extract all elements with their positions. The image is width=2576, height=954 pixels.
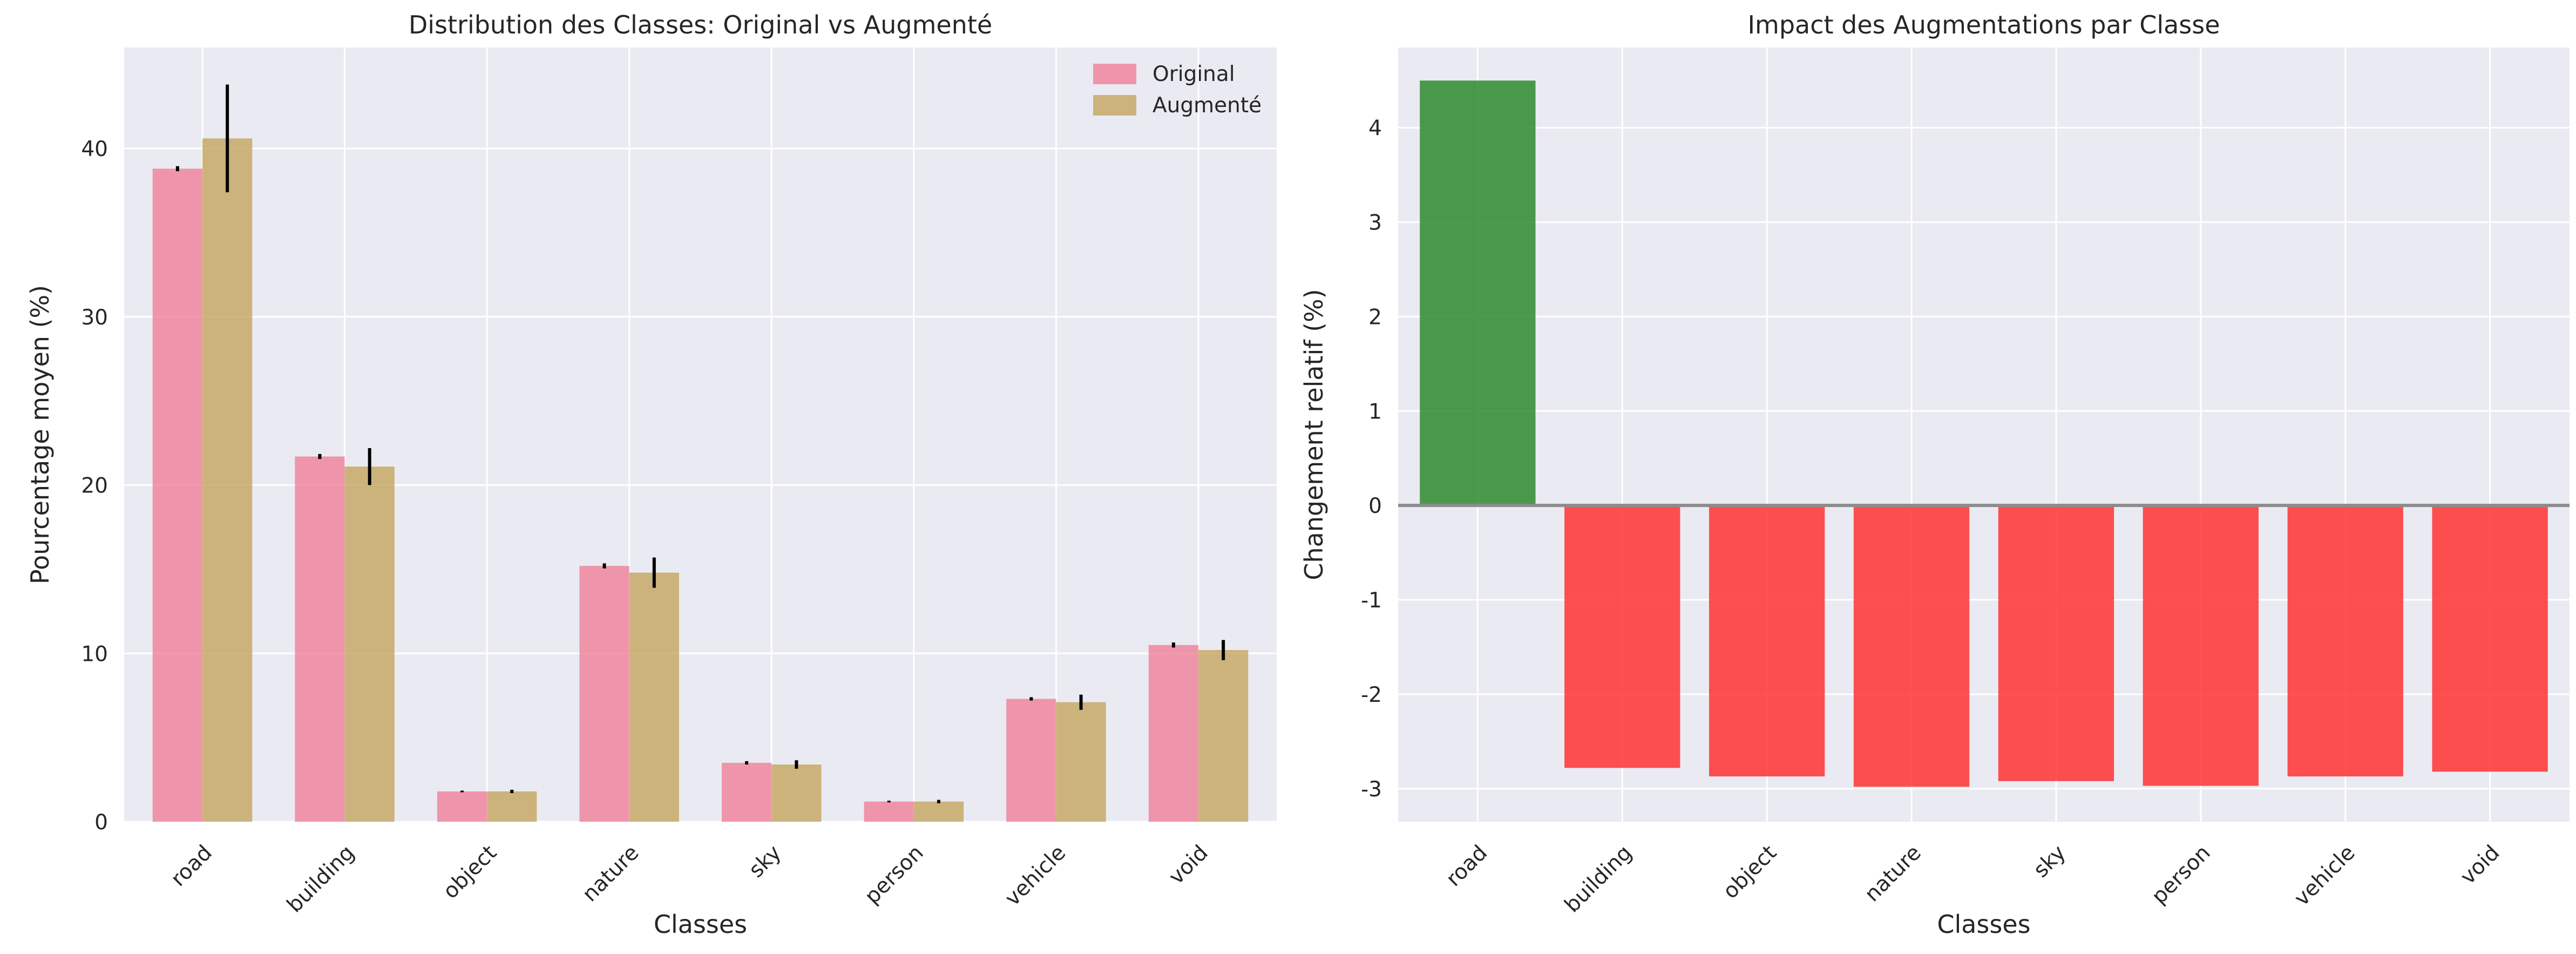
y-tick-label: -3 [1361, 777, 1382, 802]
bar-change [1420, 80, 1536, 506]
y-tick-label: -1 [1361, 588, 1382, 613]
y-tick-label: 1 [1368, 400, 1382, 424]
bar-augmente [1056, 702, 1106, 822]
x-tick-label: road [1441, 841, 1492, 891]
bar-change [1709, 505, 1825, 777]
y-tick-label: 4 [1368, 117, 1382, 141]
bar-augmente [1198, 650, 1249, 822]
bar-original [722, 762, 772, 822]
bar-augmente [344, 466, 395, 822]
y-tick-label: 40 [81, 137, 108, 161]
x-axis-label: Classes [654, 910, 747, 939]
x-tick-label: void [1164, 841, 1213, 889]
legend-swatch [1093, 64, 1136, 84]
y-tick-label: -2 [1361, 683, 1382, 707]
y-tick-label: 3 [1368, 211, 1382, 235]
legend-label: Original [1153, 62, 1235, 86]
x-tick-label: object [1718, 841, 1781, 904]
bar-original [864, 801, 914, 822]
bar-original [579, 566, 629, 822]
bar-original [437, 791, 487, 822]
x-tick-label: sky [744, 841, 786, 882]
y-tick-label: 0 [94, 810, 108, 835]
y-axis-label: Changement relatif (%) [1299, 289, 1328, 580]
legend-label: Augmenté [1153, 93, 1262, 118]
bar-change [2432, 505, 2548, 772]
x-tick-label: sky [2029, 841, 2070, 882]
x-tick-label: nature [1860, 841, 1926, 906]
bar-augmente [487, 791, 537, 822]
bar-original [152, 168, 202, 822]
bar-change [1564, 505, 1680, 768]
bar-change [1853, 505, 1970, 787]
x-tick-label: void [2456, 841, 2504, 889]
x-tick-label: person [2147, 841, 2215, 909]
bar-original [295, 456, 345, 822]
bar-augmente [202, 138, 253, 822]
x-tick-label: building [1560, 841, 1637, 917]
x-tick-label: object [438, 841, 501, 904]
legend-swatch [1093, 95, 1136, 116]
x-tick-label: road [166, 841, 217, 891]
bar-original [1006, 699, 1056, 822]
x-axis-label: Classes [1937, 910, 2030, 939]
bar-change [1998, 505, 2114, 781]
x-tick-label: nature [578, 841, 643, 906]
y-axis-label: Pourcentage moyen (%) [25, 285, 55, 584]
y-tick-label: 10 [81, 642, 108, 666]
y-tick-label: 2 [1368, 305, 1382, 329]
chart-title: Impact des Augmentations par Classe [1747, 10, 2220, 39]
bar-original [1148, 645, 1199, 822]
x-tick-label: person [860, 841, 928, 909]
bar-change [2143, 505, 2259, 786]
y-tick-label: 0 [1368, 494, 1382, 518]
bar-augmente [771, 764, 822, 822]
x-tick-label: vehicle [1000, 841, 1070, 911]
x-tick-label: building [282, 841, 359, 917]
chart-title: Distribution des Classes: Original vs Au… [409, 10, 992, 39]
bar-change [2287, 505, 2403, 777]
x-tick-label: vehicle [2290, 841, 2360, 911]
bar-augmente [913, 801, 964, 822]
impact-panel: -3 -2 -1 0 1 2 3 4 road building object nature sky pe… [1299, 10, 2570, 939]
bar-augmente [629, 572, 679, 822]
y-tick-label: 30 [81, 306, 108, 330]
y-tick-label: 20 [81, 474, 108, 498]
distribution-panel: 0 10 20 30 40 road building object nature sky pers… [25, 10, 1277, 939]
